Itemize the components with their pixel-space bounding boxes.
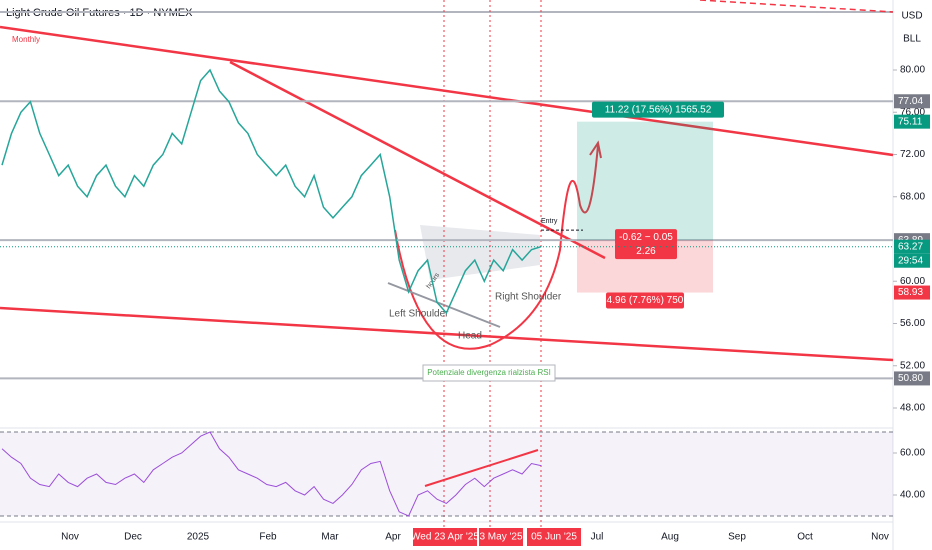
annotation: Monthly xyxy=(12,35,40,44)
date-label: Wed 23 Apr '25 xyxy=(411,532,479,543)
pattern-label: Left Shoulder xyxy=(389,309,449,320)
x-tick-label: Oct xyxy=(797,532,813,543)
y-tick-label: 60.00 xyxy=(900,448,925,459)
price-badge-label: 77.04 xyxy=(898,96,923,107)
target-label-bg xyxy=(592,101,724,118)
note-bg xyxy=(422,364,556,382)
price-badge-label: 75.11 xyxy=(898,116,923,127)
date-badge xyxy=(479,528,523,546)
x-tick-label: 2025 xyxy=(187,532,210,543)
y-tick-label: 76.00 xyxy=(900,107,925,118)
ratio-label: 2.26 xyxy=(636,246,656,257)
x-tick-label: Nov xyxy=(61,532,79,543)
note: Potenziale divergenza rialzista RSI xyxy=(427,368,551,377)
y-tick-label: 56.00 xyxy=(900,318,925,329)
stop-label-bg xyxy=(606,292,684,309)
x-tick-label: Jul xyxy=(591,532,604,543)
x-tick-label: Nov xyxy=(871,532,889,543)
pattern-zone xyxy=(420,225,540,280)
price-badge xyxy=(894,285,930,300)
price-badge-label: 50.80 xyxy=(898,373,923,384)
y-tick-label: 48.00 xyxy=(900,403,925,414)
rsi-band xyxy=(0,432,893,516)
x-tick-label: Apr xyxy=(385,532,401,543)
trend-line xyxy=(229,60,606,260)
pattern-label: Head xyxy=(458,331,482,342)
time-markers xyxy=(443,0,542,528)
y-tick-label: 40.00 xyxy=(900,490,925,501)
date-badge xyxy=(413,528,477,546)
y-tick-label: 68.00 xyxy=(900,191,925,202)
profit-zone xyxy=(577,121,713,241)
countdown-bg xyxy=(894,253,930,268)
entry-tag: Entry xyxy=(541,218,558,225)
target-label: 11.22 (17.56%) 1565.52 xyxy=(605,104,712,115)
y-tick-label: 72.00 xyxy=(900,149,925,160)
price-badge xyxy=(894,94,930,109)
price-badge xyxy=(894,114,930,129)
x-tick-label: Sep xyxy=(728,532,746,543)
rsi-line xyxy=(1,431,542,517)
price-badge-label: 63.27 xyxy=(898,241,923,252)
pnl-label-bg xyxy=(615,229,677,246)
unit[interactable]: BLL xyxy=(903,34,921,45)
price-line xyxy=(1,68,542,315)
price-badge xyxy=(894,239,930,254)
trend-line xyxy=(0,25,894,157)
countdown: 29:54 xyxy=(898,255,923,266)
y-tick-label: 60.00 xyxy=(900,276,925,287)
trend-line xyxy=(699,0,894,13)
date-label: 05 Jun '25 xyxy=(531,532,577,543)
pnl-label: -0.62 − 0.05 xyxy=(619,232,673,243)
x-tick-label: Mar xyxy=(321,532,339,543)
x-tick-label: Dec xyxy=(124,532,142,543)
stop-label: 4.96 (7.76%) 750 xyxy=(607,295,684,306)
date-badge xyxy=(527,528,581,546)
currency[interactable]: USD xyxy=(901,11,922,22)
price-badge xyxy=(894,371,930,386)
pattern-label: Right Shoulder xyxy=(495,292,562,303)
date-label: 3 May '25 xyxy=(479,532,522,543)
y-tick-label: 52.00 xyxy=(900,360,925,371)
x-tick-label: Feb xyxy=(259,532,277,543)
y-tick-label: 80.00 xyxy=(900,65,925,76)
arrow-head xyxy=(589,140,602,159)
price-badge-label: 58.93 xyxy=(898,287,923,298)
projection-curve xyxy=(394,144,599,350)
x-tick-label: Aug xyxy=(661,532,679,543)
trend-line xyxy=(0,306,894,362)
divergence-line xyxy=(424,449,539,487)
